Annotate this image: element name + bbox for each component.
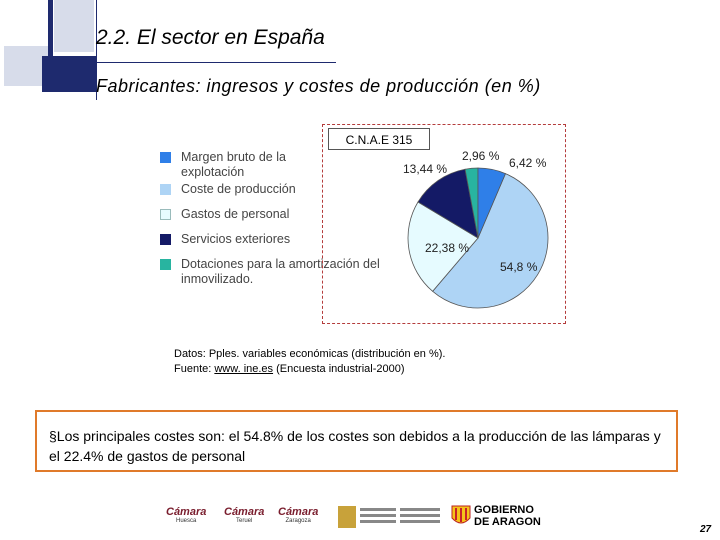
source-link[interactable]: www. ine.es: [214, 363, 274, 375]
legend-entry: Dotaciones para la amortización del inmo…: [181, 257, 380, 286]
pie-slice: [407, 201, 479, 292]
chart-frame: [322, 124, 566, 324]
slide-subtitle: Fabricantes: ingresos y costes de produc…: [96, 76, 541, 96]
legend-swatch: [160, 209, 171, 220]
legend-swatch: [160, 234, 171, 245]
legend-entry: Coste de producción: [181, 182, 296, 196]
data-label: 13,44 %: [403, 162, 448, 176]
data-label: 2,96 %: [462, 149, 500, 163]
legend-swatch: [160, 152, 171, 163]
page-number: 27: [700, 524, 712, 535]
source-note: Fuente: www. ine.es (Encuesta industrial…: [174, 363, 405, 375]
data-label: 54,8 %: [500, 260, 538, 274]
source-prefix: Fuente:: [174, 363, 215, 375]
legend-entry: Margen bruto de la explotación: [181, 150, 286, 179]
pie-chart: [407, 167, 549, 309]
header-decoration-square: [54, 0, 94, 52]
legend-swatch: [160, 259, 171, 270]
gobierno-aragon-logo: GOBIERNO DE ARAGON: [450, 502, 541, 532]
header-decoration-line: [96, 0, 97, 100]
pie-slice: [417, 168, 479, 239]
source-suffix: (Encuesta industrial-2000): [273, 363, 405, 375]
camara-teruel-logo: Cámara Teruel: [224, 506, 265, 524]
pie-slice: [432, 173, 549, 309]
bullet-icon: §: [49, 428, 57, 444]
legend-swatch: [160, 184, 171, 195]
header-decoration-bar: [48, 0, 53, 88]
header-decoration-line: [96, 62, 336, 63]
ministerio-logo: [338, 506, 442, 528]
data-label: 6,42 %: [509, 156, 547, 170]
data-note: Datos: Pples. variables económicas (dist…: [174, 348, 446, 360]
conclusion-box: §Los principales costes son: el 54.8% de…: [35, 410, 678, 472]
data-label: 22,38 %: [425, 241, 470, 255]
chart-title: C.N.A.E 315: [328, 128, 430, 150]
legend-entry: Gastos de personal: [181, 207, 290, 221]
slide-title: 2.2. El sector en España: [96, 26, 325, 49]
pie-slice: [477, 167, 507, 239]
camara-zaragoza-logo: Cámara Zaragoza: [278, 506, 319, 524]
conclusion-text: Los principales costes son: el 54.8% de …: [49, 428, 661, 464]
legend-entry: Servicios exteriores: [181, 232, 291, 246]
chart-legend: Margen bruto de la explotación Coste de …: [160, 150, 380, 300]
camara-huesca-logo: Cámara Huesca: [166, 506, 207, 524]
